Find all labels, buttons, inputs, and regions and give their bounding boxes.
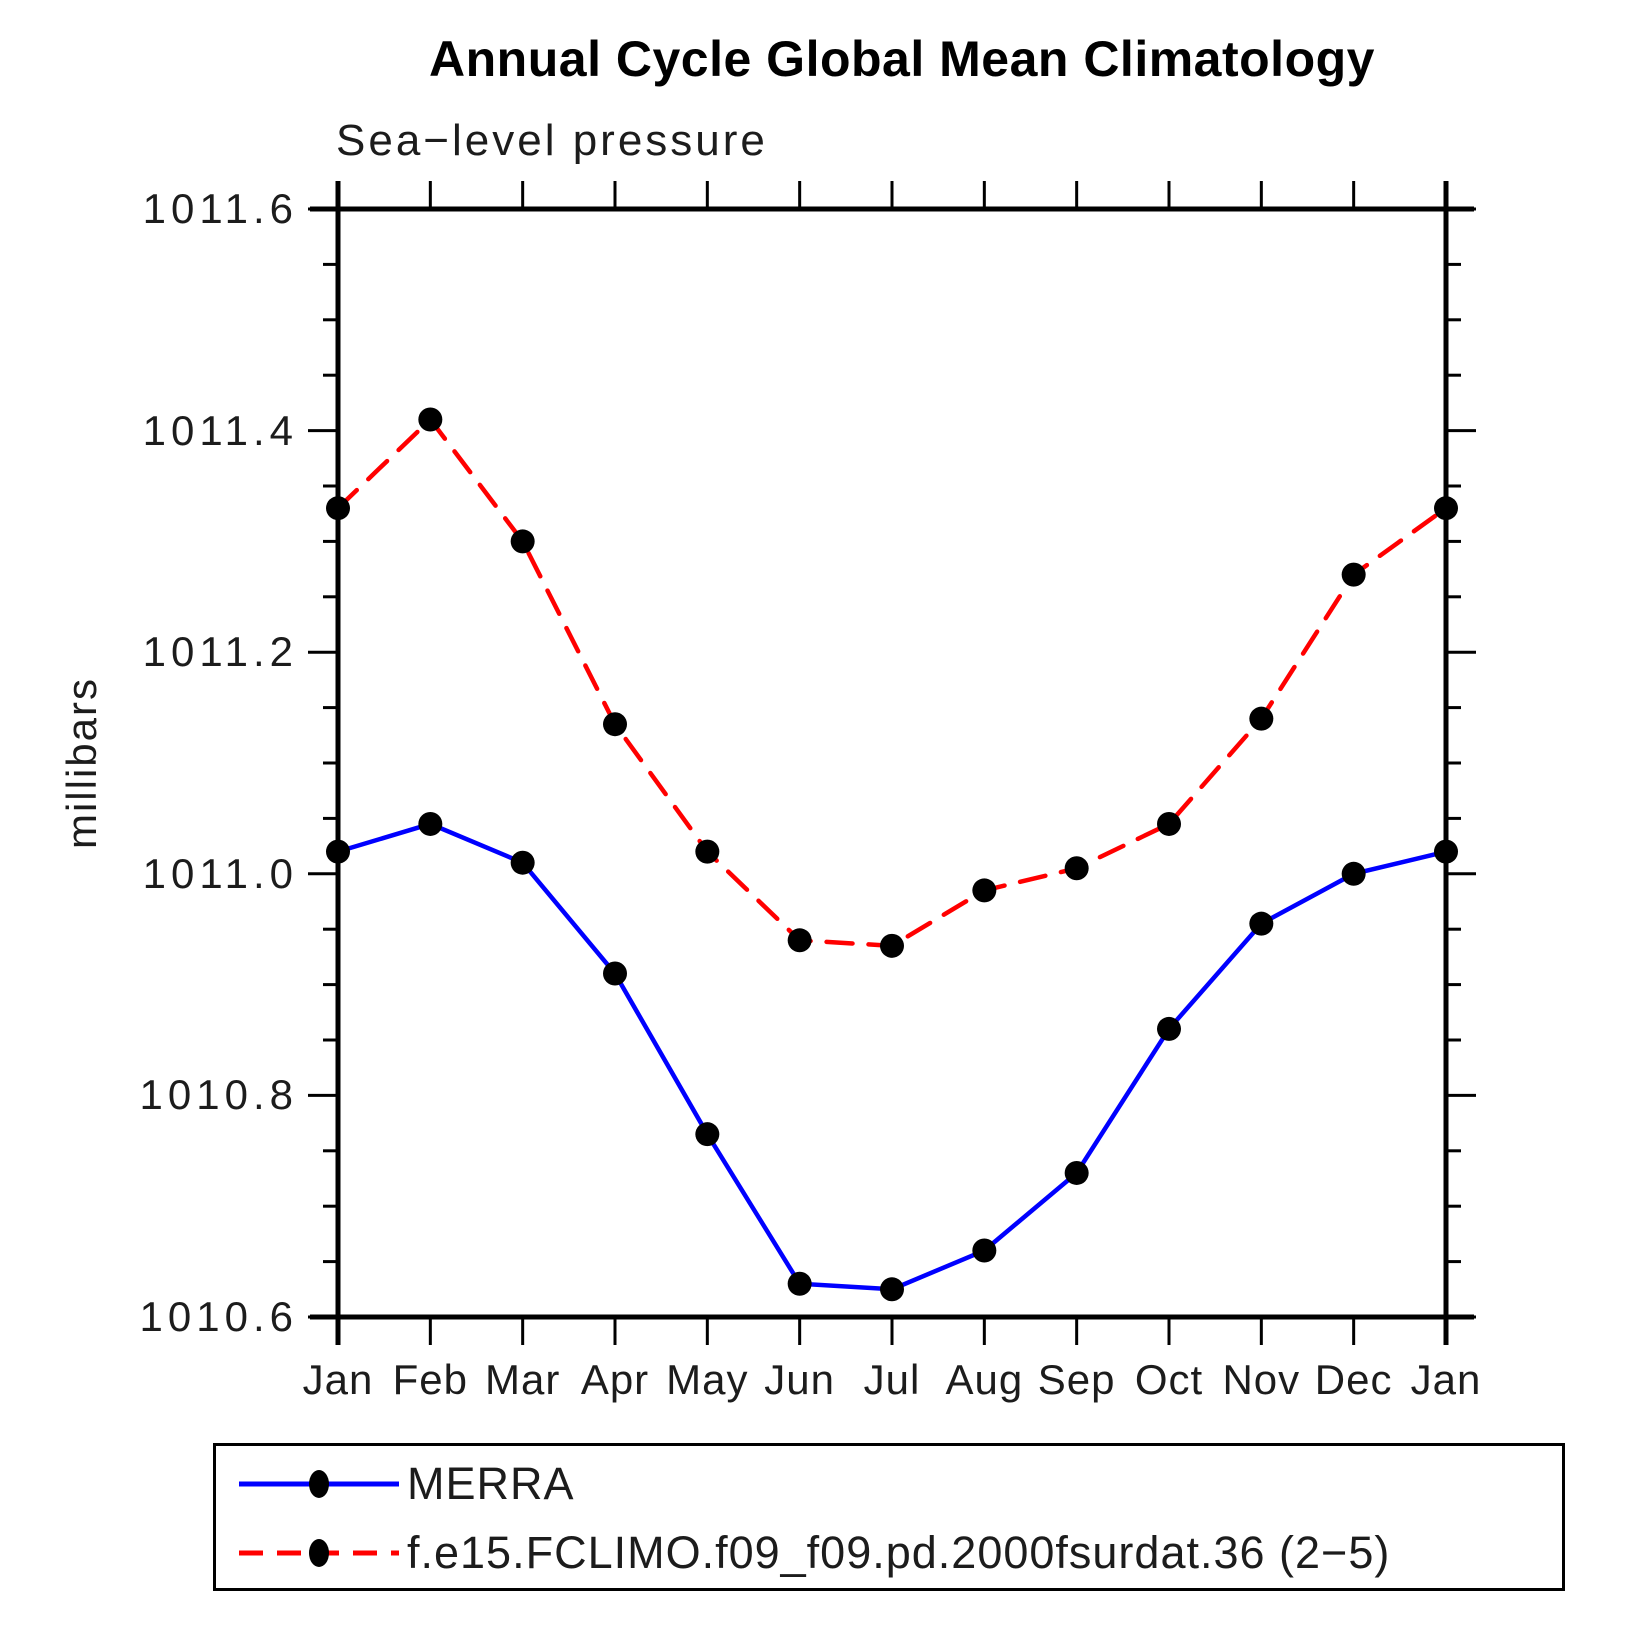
data-point-0-Jan	[1434, 839, 1458, 864]
data-point-1-Dec	[1341, 562, 1366, 587]
legend-swatch-solid-line	[239, 1470, 399, 1498]
x-tick-label: Jan	[1410, 1356, 1482, 1403]
data-point-1-Sep	[1064, 856, 1089, 881]
chart-title: Annual Cycle Global Mean Climatology	[429, 31, 1375, 87]
data-point-0-Feb	[418, 811, 443, 836]
x-tick-label: Nov	[1222, 1356, 1301, 1403]
data-point-1-Aug	[972, 878, 997, 903]
data-point-1-Mar	[510, 529, 535, 554]
x-tick-label: Sep	[1037, 1356, 1116, 1403]
x-tick-label: Jan	[302, 1356, 374, 1403]
y-tick-label: 1010.8	[139, 1071, 298, 1119]
data-point-0-Apr	[603, 961, 627, 986]
data-point-0-Mar	[510, 850, 535, 875]
legend: MERRA f.e15.FCLIMO.f09_f09.pd.2000fsurda…	[213, 1443, 1565, 1591]
x-tick-label: May	[666, 1356, 749, 1403]
data-point-0-Sep	[1064, 1160, 1089, 1185]
y-tick-label: 1010.6	[139, 1293, 298, 1340]
legend-swatch-dashed-line	[239, 1539, 399, 1567]
data-point-0-May	[695, 1122, 720, 1147]
y-tick-label: 1011.0	[142, 849, 298, 897]
x-tick-label: Mar	[484, 1356, 561, 1403]
x-tick-label: Dec	[1314, 1356, 1393, 1403]
data-point-0-Nov	[1249, 911, 1274, 936]
data-point-0-Dec	[1341, 861, 1366, 886]
y-tick-label: 1011.6	[142, 185, 298, 232]
data-point-1-Jun	[787, 928, 812, 953]
data-point-1-May	[695, 839, 720, 864]
y-tick-label: 1011.4	[142, 406, 298, 454]
data-point-0-Aug	[972, 1238, 997, 1263]
data-point-0-Oct	[1157, 1016, 1181, 1041]
x-tick-label: Jun	[764, 1356, 836, 1403]
x-tick-label: Aug	[945, 1356, 1024, 1403]
x-tick-label: Jul	[863, 1356, 921, 1403]
legend-label-model: f.e15.FCLIMO.f09_f09.pd.2000fsurdat.36 (…	[407, 1527, 1391, 1578]
y-tick-label: 1011.2	[142, 628, 298, 676]
chart-subtitle: Sea−level pressure	[336, 116, 768, 165]
data-point-1-Oct	[1157, 811, 1181, 836]
legend-item-merra: MERRA	[226, 1458, 575, 1509]
legend-label-merra: MERRA	[407, 1458, 575, 1509]
data-point-1-Nov	[1249, 706, 1274, 731]
series-line-1	[335, 416, 1449, 949]
data-point-0-Jan	[326, 839, 350, 864]
x-tick-label: Feb	[392, 1356, 469, 1403]
data-point-0-Jun	[787, 1271, 812, 1296]
marker-dot-icon	[309, 1470, 329, 1498]
marker-dot-icon	[309, 1539, 329, 1567]
data-point-1-Jul	[880, 933, 904, 958]
data-point-0-Jul	[880, 1277, 904, 1302]
series-line-0	[335, 821, 1449, 1292]
data-point-1-Feb	[418, 407, 443, 432]
data-point-1-Apr	[603, 712, 627, 737]
data-point-1-Jan	[326, 496, 350, 521]
data-point-1-Jan	[1434, 496, 1458, 521]
legend-item-model: f.e15.FCLIMO.f09_f09.pd.2000fsurdat.36 (…	[226, 1527, 1390, 1578]
x-tick-label: Oct	[1134, 1356, 1204, 1403]
x-tick-label: Apr	[580, 1356, 650, 1403]
